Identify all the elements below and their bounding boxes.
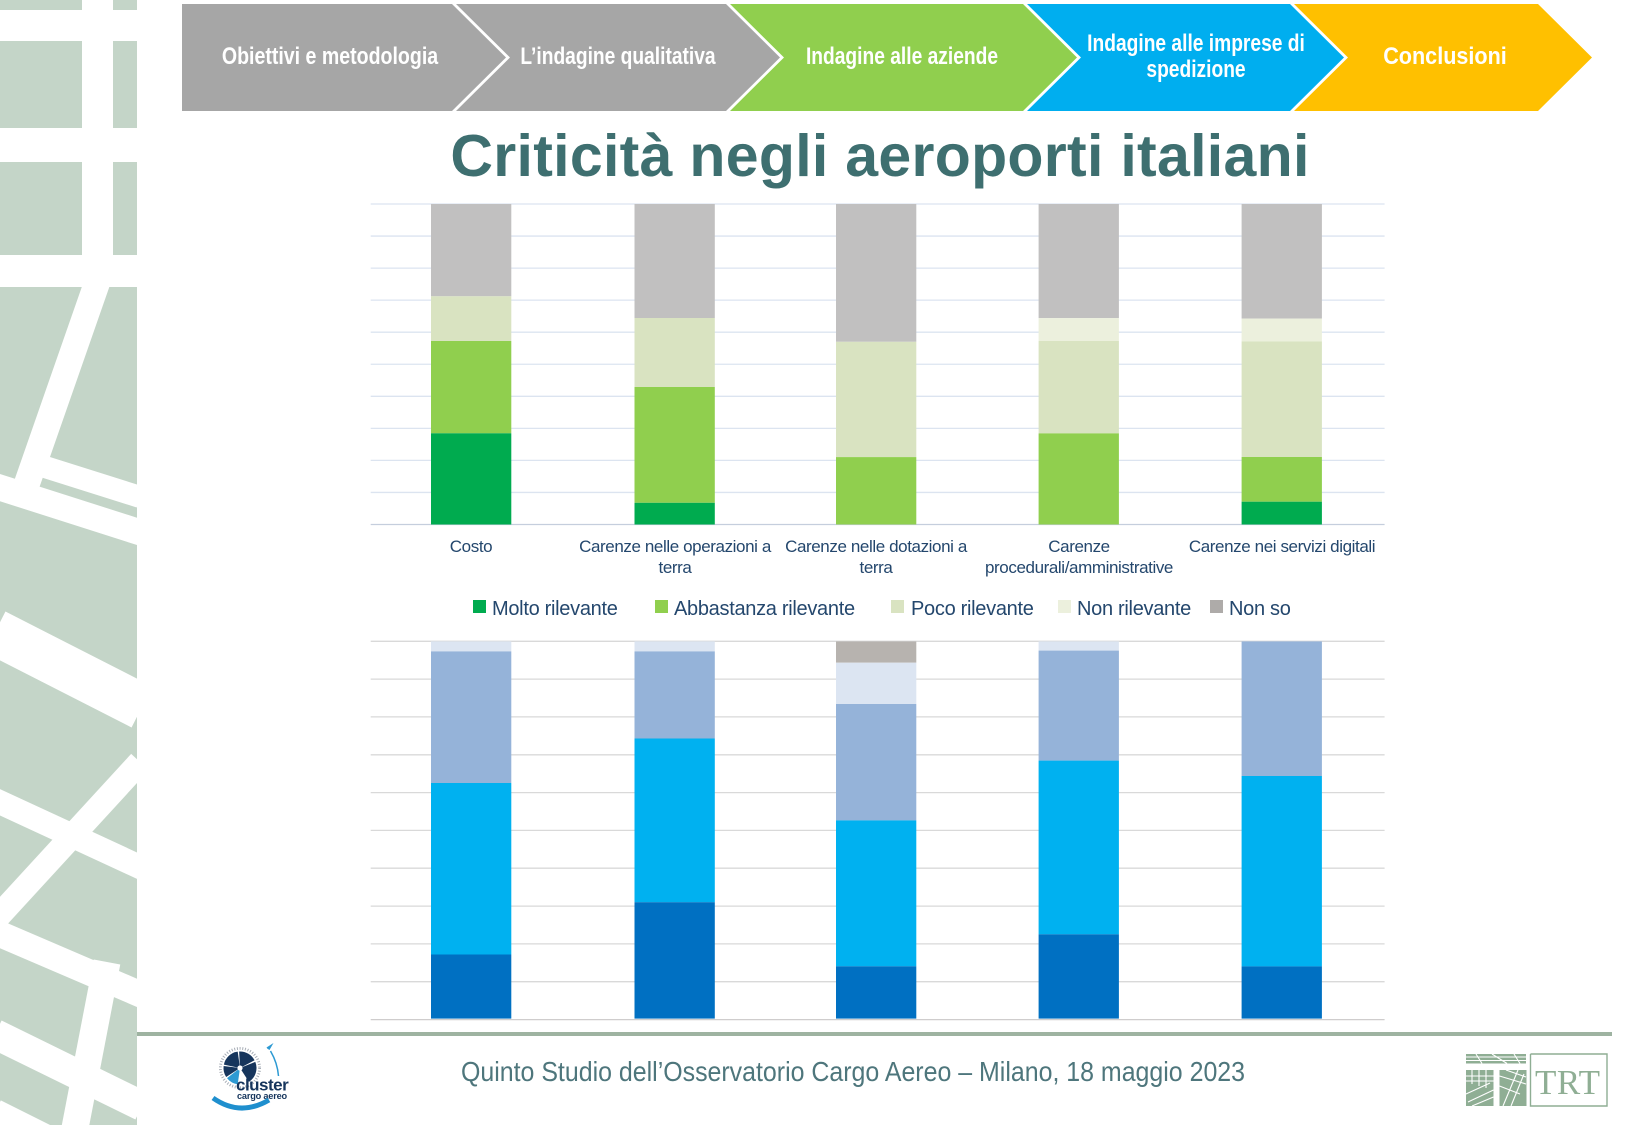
svg-text:cargo aereo: cargo aereo (237, 1091, 287, 1101)
svg-text:cluster: cluster (236, 1076, 289, 1095)
svg-text:TRT: TRT (1535, 1063, 1601, 1102)
